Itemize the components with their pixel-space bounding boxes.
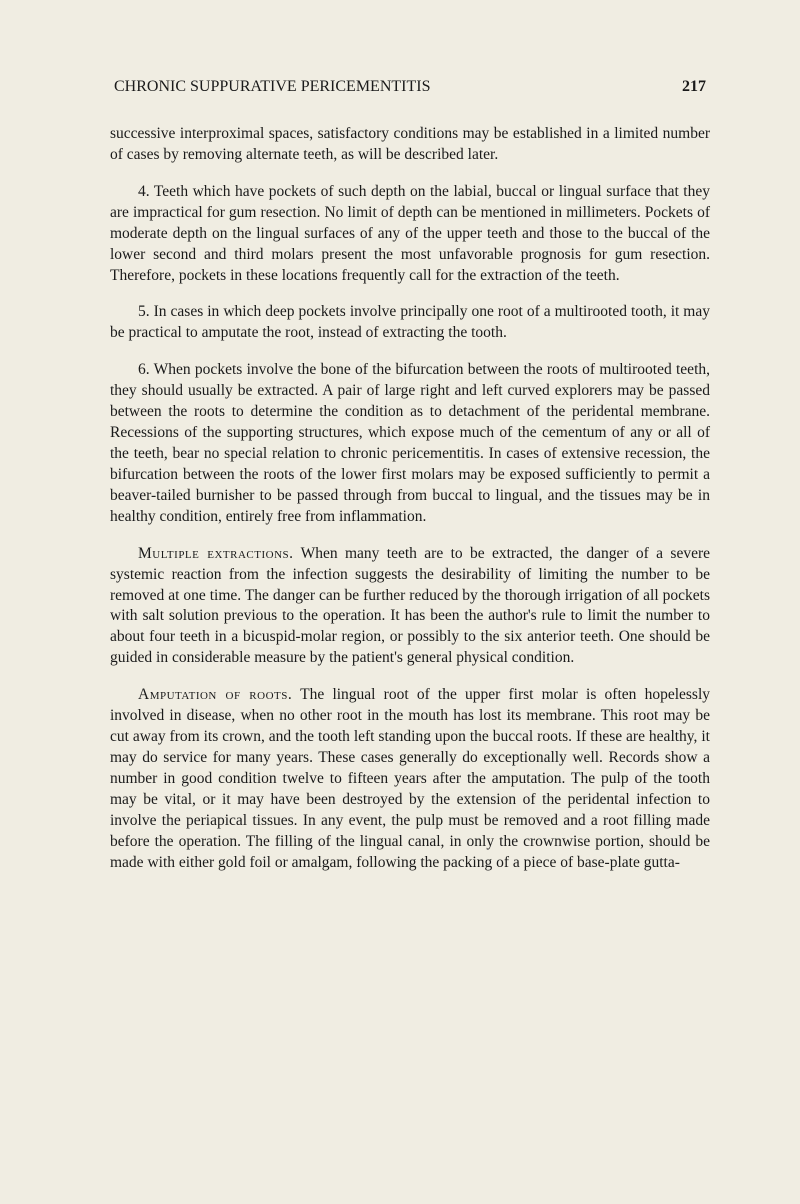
paragraph-continuation: successive interproximal spaces, satisfa… [110, 124, 710, 166]
section-heading-amputation-roots: Amputation of roots. [138, 686, 292, 703]
header-title: CHRONIC SUPPURATIVE PERICEMENTITIS [114, 78, 430, 96]
paragraph-body: The lingual root of the upper first mola… [110, 686, 710, 870]
page-header: CHRONIC SUPPURATIVE PERICEMENTITIS 217 [110, 78, 710, 96]
paragraph-item-4: 4. Teeth which have pockets of such dept… [110, 182, 710, 287]
paragraph-multiple-extractions: Multiple extractions. When many teeth ar… [110, 544, 710, 670]
paragraph-amputation-roots: Amputation of roots. The lingual root of… [110, 685, 710, 873]
paragraph-body: When many teeth are to be extracted, the… [110, 545, 710, 667]
section-heading-multiple-extractions: Multiple extractions. [138, 545, 294, 562]
paragraph-item-5: 5. In cases in which deep pockets involv… [110, 302, 710, 344]
page-number: 217 [682, 78, 706, 96]
paragraph-item-6: 6. When pockets involve the bone of the … [110, 360, 710, 527]
